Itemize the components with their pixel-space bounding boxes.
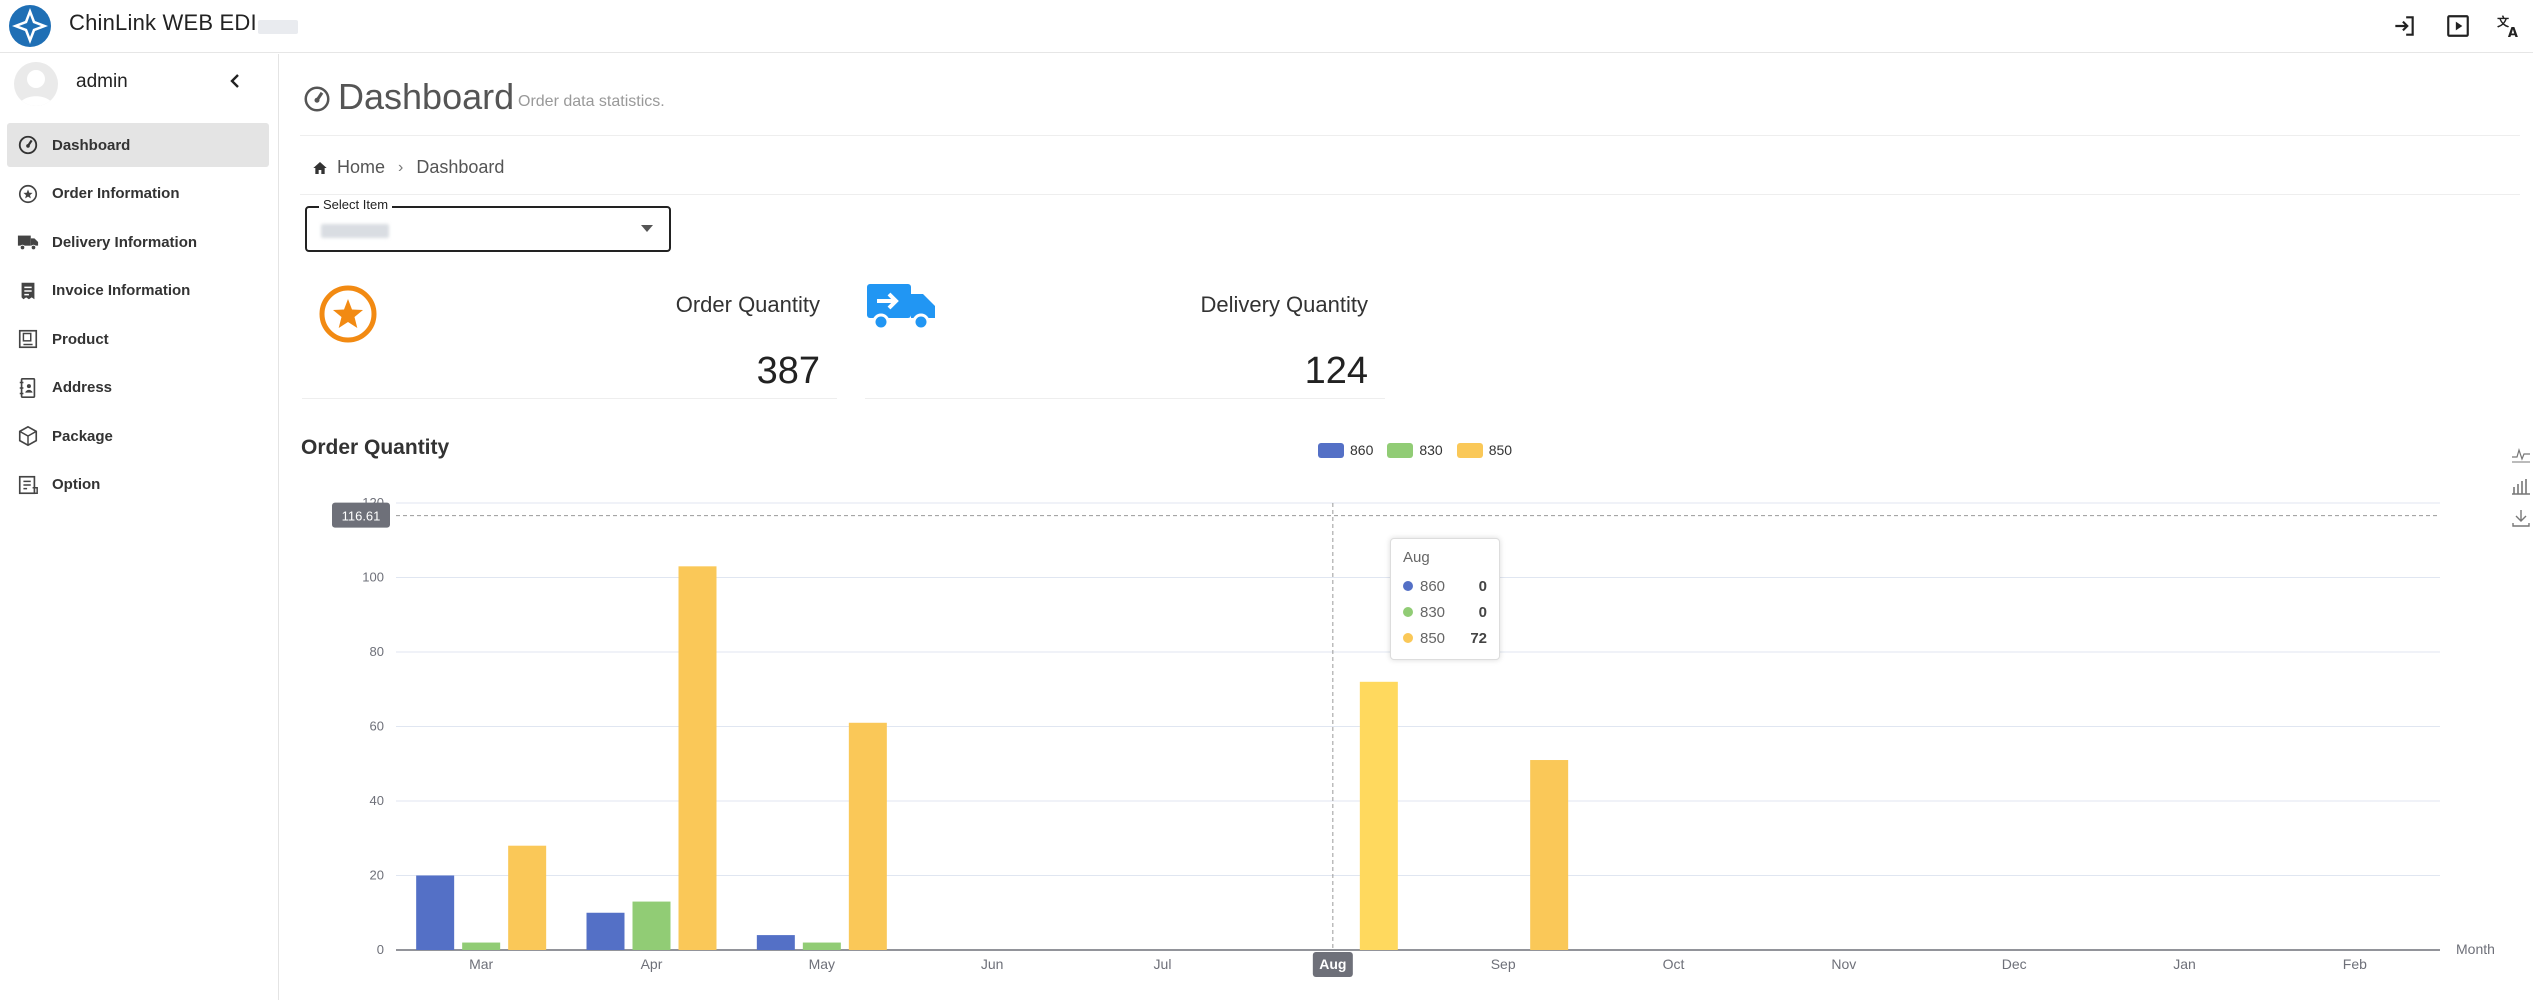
chart-toolbox <box>2511 444 2533 540</box>
legend-label: 830 <box>1419 442 1443 458</box>
chinlink-logo <box>9 5 51 47</box>
tooltip-series-value: 0 <box>1478 577 1487 595</box>
tooltip-series-value: 72 <box>1470 629 1487 647</box>
tooltip-row: 830 0 <box>1403 599 1487 625</box>
tooltip-row: 850 72 <box>1403 625 1487 651</box>
series-dot <box>1403 607 1413 617</box>
select-label: Select Item <box>319 197 393 212</box>
sidebar-item-label: Delivery Information <box>52 233 198 251</box>
receipt-icon <box>21 282 35 299</box>
translate-icon[interactable]: 文 A <box>2496 13 2522 39</box>
sidebar-item-option[interactable]: Option <box>7 463 269 507</box>
delivery-quantity-card: Delivery Quantity 124 <box>865 264 1385 399</box>
svg-text:A: A <box>2508 26 2518 39</box>
home-icon <box>313 161 327 174</box>
legend-label: 860 <box>1350 442 1374 458</box>
sidebar-item-label: Address <box>52 379 113 396</box>
legend-item-830[interactable]: 830 <box>1387 442 1443 458</box>
sidebar-item-label: Option <box>52 476 101 493</box>
logout-icon[interactable] <box>2391 13 2417 39</box>
page-subtitle: Order data statistics. <box>518 93 665 110</box>
stat-label: Order Quantity <box>675 292 820 317</box>
stat-label: Delivery Quantity <box>1200 292 1368 317</box>
legend-swatch <box>1456 442 1483 458</box>
app-title: ChinLink WEB EDI <box>69 10 257 35</box>
option-icon <box>18 475 38 494</box>
gauge-icon <box>304 86 330 112</box>
chart-title: Order Quantity <box>301 436 450 459</box>
breadcrumb: Home › Dashboard <box>312 157 504 178</box>
top-bar: ChinLink WEB EDI 文 A <box>0 0 2533 53</box>
chart-tooltip: Aug 860 0 830 0 850 72 <box>1390 538 1500 660</box>
legend-swatch <box>1318 442 1344 458</box>
truck-icon <box>17 235 39 251</box>
caret-down-icon <box>641 225 653 232</box>
sidebar-item-label: Invoice Information <box>52 282 191 299</box>
sidebar-item-package[interactable]: Package <box>7 414 269 458</box>
username: admin <box>76 71 128 92</box>
download-icon[interactable] <box>2511 508 2531 528</box>
chevron-right-icon: › <box>398 158 404 176</box>
sidebar-item-label: Dashboard <box>52 136 131 154</box>
line-chart-icon[interactable] <box>2511 444 2531 464</box>
chart-legend: 860 830 850 <box>1318 442 1526 458</box>
page-title: Dashboard <box>338 76 515 117</box>
legend-swatch <box>1387 442 1414 458</box>
sidebar-nav: Dashboard Order Information Delivery Inf… <box>7 123 269 511</box>
title-divider <box>300 135 2520 136</box>
breadcrumb-current: Dashboard <box>416 157 505 177</box>
select-item-dropdown[interactable]: Select Item <box>305 197 671 252</box>
select-value-redacted <box>321 224 389 238</box>
tooltip-title: Aug <box>1403 549 1430 566</box>
avatar[interactable] <box>14 62 58 106</box>
sidebar-item-order-information[interactable]: Order Information <box>7 172 269 216</box>
package-icon <box>18 425 38 447</box>
legend-item-850[interactable]: 850 <box>1456 442 1513 458</box>
star-circle-icon <box>319 285 377 343</box>
star-circle-icon <box>18 184 38 203</box>
sidebar-item-address[interactable]: Address <box>7 366 269 410</box>
sidebar-item-dashboard[interactable]: Dashboard <box>7 123 269 167</box>
legend-label: 850 <box>1488 442 1513 458</box>
main-content: Dashboard Order data statistics. Home › … <box>280 54 2533 1000</box>
tooltip-series-name: 830 <box>1420 603 1446 621</box>
tooltip-series-name: 850 <box>1420 629 1446 647</box>
app-version-tag <box>258 20 298 34</box>
breadcrumb-home[interactable]: Home <box>337 157 386 177</box>
product-icon <box>18 329 38 349</box>
sidebar: admin Dashboard Order Information <box>0 54 279 1000</box>
series-dot <box>1403 633 1413 643</box>
legend-item-860[interactable]: 860 <box>1318 442 1373 458</box>
bar-chart-icon[interactable] <box>2511 476 2531 496</box>
tooltip-row: 860 0 <box>1403 573 1487 599</box>
sidebar-item-invoice-information[interactable]: Invoice Information <box>7 269 269 313</box>
gauge-icon <box>18 135 38 155</box>
stat-value: 387 <box>756 350 820 392</box>
svg-text:文: 文 <box>2497 15 2509 29</box>
tooltip-series-value: 0 <box>1478 603 1487 621</box>
sidebar-item-label: Order Information <box>52 185 180 202</box>
address-book-icon <box>19 377 36 398</box>
sidebar-item-label: Package <box>52 427 113 445</box>
sidebar-item-delivery-information[interactable]: Delivery Information <box>7 220 269 264</box>
truck-icon <box>867 284 935 331</box>
stat-value: 124 <box>1304 350 1368 392</box>
sidebar-item-product[interactable]: Product <box>7 317 269 361</box>
tooltip-series-name: 860 <box>1420 577 1446 595</box>
series-dot <box>1403 581 1413 591</box>
sidebar-item-label: Product <box>52 330 109 348</box>
chevron-left-icon[interactable] <box>226 68 244 94</box>
order-quantity-card: Order Quantity 387 <box>302 264 837 399</box>
breadcrumb-divider <box>300 194 2520 195</box>
play-icon[interactable] <box>2445 13 2471 39</box>
